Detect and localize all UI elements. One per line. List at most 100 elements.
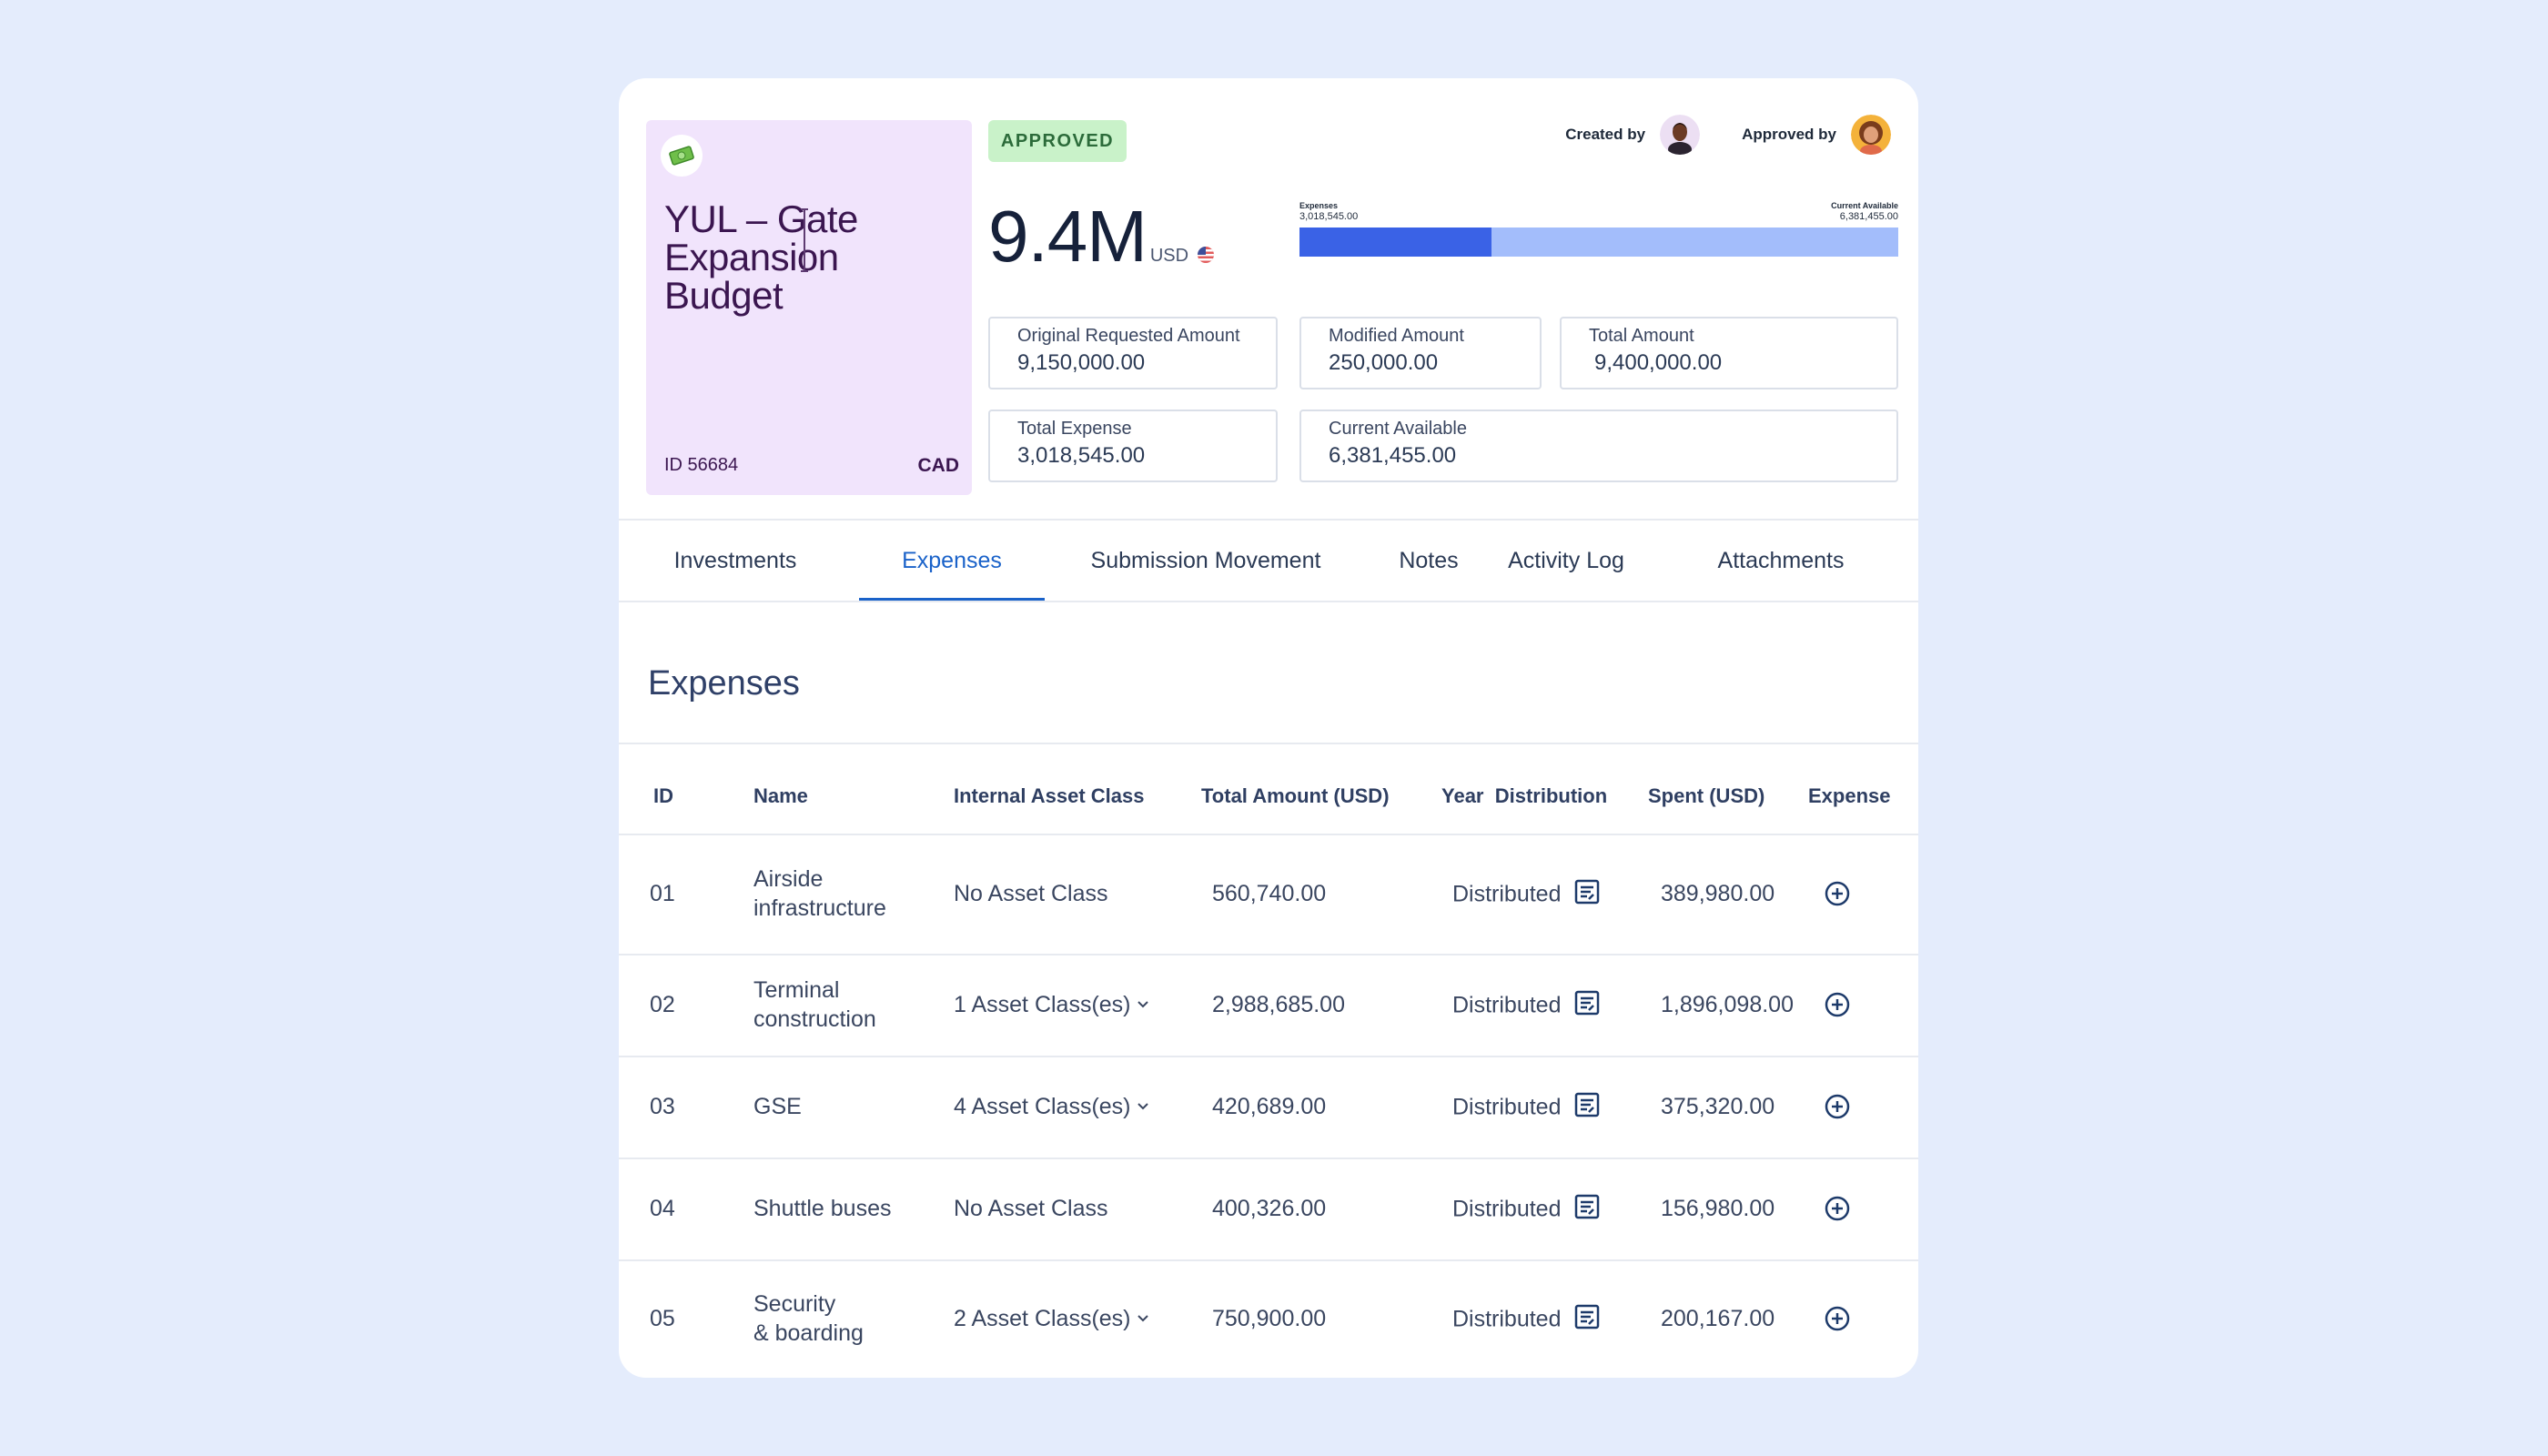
field-label: Total Expense <box>1017 419 1132 439</box>
expenses-label: Expenses <box>1299 201 1339 210</box>
approver-avatar[interactable] <box>1851 115 1891 155</box>
row-divider <box>619 1259 1918 1261</box>
available-label: Current Available <box>1831 201 1898 210</box>
table-row[interactable]: 05 Security & boarding 2 Asset Class(es) 750… <box>619 1259 1918 1378</box>
table-header-divider <box>619 834 1918 835</box>
tab-notes[interactable]: Notes <box>1399 547 1459 573</box>
year-distribution[interactable]: Distributed <box>1452 1304 1600 1337</box>
document-icon[interactable] <box>1574 990 1600 1023</box>
year-distribution[interactable]: Distributed <box>1452 879 1600 912</box>
table-row[interactable]: 02 Terminal construction 1 Asset Class(es) 2… <box>619 954 1918 1056</box>
asset-class-text: No Asset Class <box>954 1194 1108 1223</box>
row-name-line: GSE <box>753 1094 802 1119</box>
field-value: 3,018,545.00 <box>1017 443 1146 468</box>
distribution-status: Distributed <box>1452 992 1562 1018</box>
row-name-line: Terminal <box>753 977 840 1003</box>
tab-bar: Investments Expenses Submission Movement… <box>619 519 1918 602</box>
asset-class-dropdown[interactable]: 2 Asset Class(es) <box>954 1304 1149 1334</box>
row-spent: 200,167.00 <box>1661 1306 1775 1331</box>
distribution-status: Distributed <box>1452 1196 1562 1222</box>
col-header-total-amount: Total Amount (USD) <box>1201 784 1390 807</box>
row-name-line: construction <box>753 1006 876 1032</box>
creator-avatar[interactable] <box>1660 115 1701 155</box>
tab-submission-movement[interactable]: Submission Movement <box>1090 547 1321 573</box>
modified-amount-field: Modified Amount 250,000.00 <box>1299 317 1542 389</box>
asset-class-dropdown[interactable]: 4 Asset Class(es) <box>954 1092 1149 1122</box>
row-name-line: Airside <box>753 866 824 892</box>
row-name: Shuttle buses <box>753 1194 892 1223</box>
distribution-status: Distributed <box>1452 881 1562 907</box>
add-expense-icon[interactable] <box>1824 1093 1851 1120</box>
row-id: 01 <box>650 881 675 906</box>
year-distribution[interactable]: Distributed <box>1452 990 1600 1023</box>
budget-tile: YUL – Gate Expansion Budget ID 56684 CAD <box>646 120 972 495</box>
asset-class-label: 1 Asset Class(es) <box>954 992 1131 1017</box>
add-expense-icon[interactable] <box>1824 991 1851 1018</box>
row-name: Terminal construction <box>753 976 876 1034</box>
chevron-down-icon <box>1137 991 1149 1020</box>
approved-by-label: Approved by <box>1742 126 1836 143</box>
col-header-id: ID <box>653 784 673 807</box>
row-id: 05 <box>650 1306 675 1331</box>
row-name-line: Security <box>753 1291 836 1317</box>
col-header-asset-class: Internal Asset Class <box>954 784 1145 807</box>
col-header-year-distribution: Year Distribution <box>1441 784 1608 807</box>
row-name-line: & boarding <box>753 1320 864 1346</box>
row-spent: 375,320.00 <box>1661 1094 1775 1119</box>
asset-class-label: 2 Asset Class(es) <box>954 1306 1131 1331</box>
row-divider <box>619 1158 1918 1159</box>
amount-value: 9.4M <box>988 196 1148 277</box>
current-available-field: Current Available 6,381,455.00 <box>1299 410 1898 482</box>
table-row[interactable]: 01 Airside infrastructure No Asset Class 560… <box>619 834 1918 954</box>
created-by-label: Created by <box>1565 126 1646 143</box>
asset-class-label: 4 Asset Class(es) <box>954 1094 1131 1119</box>
row-total-amount: 2,988,685.00 <box>1212 992 1345 1017</box>
row-divider <box>619 1056 1918 1057</box>
asset-class-label: No Asset Class <box>954 1196 1108 1221</box>
progress-bar-fill <box>1299 228 1492 257</box>
row-id: 04 <box>650 1196 675 1221</box>
section-divider <box>619 743 1918 744</box>
tab-activity-log[interactable]: Activity Log <box>1508 547 1624 573</box>
add-expense-icon[interactable] <box>1824 1195 1851 1222</box>
document-icon[interactable] <box>1574 1092 1600 1125</box>
col-header-name: Name <box>753 784 808 807</box>
people-info: Created by Approved by <box>1565 115 1891 155</box>
tab-attachments[interactable]: Attachments <box>1717 547 1845 573</box>
row-spent: 389,980.00 <box>1661 881 1775 906</box>
tab-expenses[interactable]: Expenses <box>859 519 1045 602</box>
header-divider <box>619 519 1918 521</box>
document-icon[interactable] <box>1574 1304 1600 1337</box>
add-expense-icon[interactable] <box>1824 1305 1851 1332</box>
document-icon[interactable] <box>1574 879 1600 912</box>
row-divider <box>619 954 1918 956</box>
table-row[interactable]: 04 Shuttle buses No Asset Class 400,326.00 D… <box>619 1158 1918 1259</box>
progress-bar <box>1299 228 1898 257</box>
section-title: Expenses <box>648 664 800 703</box>
row-name: Security & boarding <box>753 1289 864 1348</box>
add-expense-icon[interactable] <box>1824 880 1851 907</box>
tab-investments[interactable]: Investments <box>673 547 797 573</box>
budget-id: ID 56684 <box>664 455 739 475</box>
year-distribution[interactable]: Distributed <box>1452 1092 1600 1125</box>
row-name-line: Shuttle buses <box>753 1196 892 1221</box>
budget-detail-card: YUL – Gate Expansion Budget ID 56684 CAD… <box>619 78 1918 1378</box>
budget-title: YUL – Gate Expansion Budget <box>664 197 858 317</box>
row-name: Airside infrastructure <box>753 864 886 923</box>
total-expense-field: Total Expense 3,018,545.00 <box>988 410 1278 482</box>
asset-class-dropdown[interactable]: 1 Asset Class(es) <box>954 990 1149 1020</box>
document-icon[interactable] <box>1574 1194 1600 1227</box>
total-amount-field: Total Amount 9,400,000.00 <box>1560 317 1898 389</box>
field-value: 250,000.00 <box>1329 350 1439 375</box>
field-value: 9,400,000.00 <box>1594 350 1723 375</box>
row-total-amount: 400,326.00 <box>1212 1196 1327 1221</box>
field-label: Total Amount <box>1589 326 1694 346</box>
tab-divider <box>619 601 1918 602</box>
status-badge: APPROVED <box>988 120 1127 162</box>
original-requested-field: Original Requested Amount 9,150,000.00 <box>988 317 1278 389</box>
year-distribution[interactable]: Distributed <box>1452 1194 1600 1227</box>
table-row[interactable]: 03 GSE 4 Asset Class(es) 420,689.00 Distribu… <box>619 1056 1918 1158</box>
us-flag-icon <box>1198 247 1215 263</box>
expenses-value: 3,018,545.00 <box>1299 211 1359 222</box>
chevron-down-icon <box>1137 1305 1149 1334</box>
